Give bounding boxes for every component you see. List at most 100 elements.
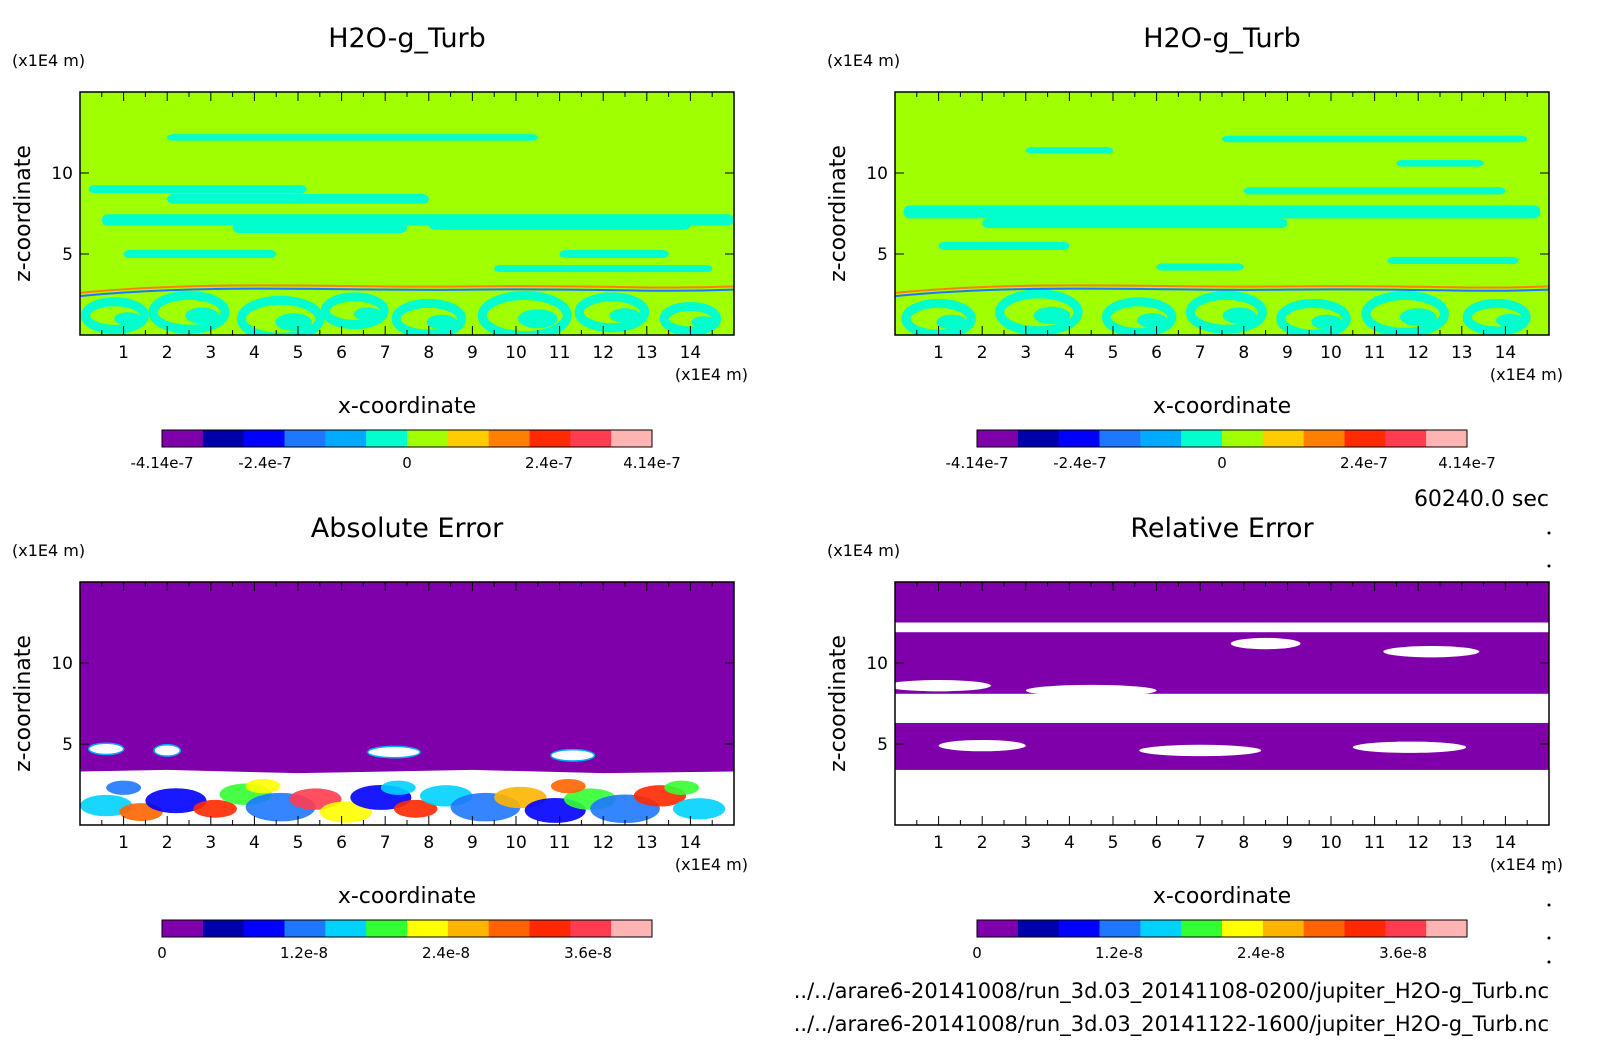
x-tick-label: 6 [336,343,347,363]
colorbar-swatch [162,920,204,937]
anomaly-streak [494,265,713,273]
swirl-core [1496,313,1524,327]
panel-title: H2O-g_Turb [328,23,486,54]
file-path-2: ../../arare6-20141008/run_3d.03_20141122… [794,1012,1549,1037]
colorbar-swatch [284,430,326,447]
error-blob [672,798,726,820]
error-patch [367,745,421,759]
x-tick-label: 3 [1020,343,1031,363]
colorbar-swatch [1426,430,1468,447]
x-tick-label: 13 [1451,833,1473,853]
panel-2: H2O-g_Turb(x1E4 m)1 2 3 4 5 6 7 8 9 10 11 12 13 14510… [826,23,1563,472]
colorbar-swatch [1426,920,1468,937]
colorbar-frame [161,919,653,938]
error-blob [380,780,416,795]
x-tick-label: 9 [1282,343,1293,363]
swirl-mark [148,290,230,334]
colorbar-swatch [1181,430,1223,447]
band-gap [1352,741,1467,753]
colorbar: -4.14e-7 -2.4e-7 0 2.4e-7 4.14e-7 [946,429,1496,472]
colorbar-swatch [1222,920,1264,937]
x-tick-label: 4 [249,343,260,363]
colorbar-swatch [407,430,449,447]
colorbar-swatch [407,920,449,937]
panel-title: Absolute Error [311,513,504,544]
colorbar-swatch [570,430,612,447]
x-tick-label: 13 [1451,343,1473,363]
swirl-mark [1361,290,1449,335]
colorbar: 0 1.2e-8 2.4e-8 3.6e-8 [157,919,653,962]
colorbar-tick-label: 3.6e-8 [564,944,612,962]
panel-title: Relative Error [1130,513,1314,544]
colorbar-swatch [1262,430,1305,447]
colorbar-swatch [977,430,1019,447]
warm-fringe [895,284,1549,294]
swirl-core [936,314,967,330]
colorbar-swatch [447,920,490,937]
x-tick-label: 10 [1320,343,1342,363]
band-gap [1139,744,1262,757]
swirl-core [1033,306,1071,325]
panel-1: H2O-g_Turb(x1E4 m)1 2 3 4 5 6 7 8 9 10 11 12 13 14510… [11,23,748,472]
swirl-core [354,307,382,321]
colorbar-swatch [1017,430,1060,447]
x-tick-label: 10 [1320,833,1342,853]
swirl-mark [995,289,1083,335]
y-axis-label: z-coordinate [11,145,36,282]
x-tick-label: 12 [592,343,614,363]
anomaly-streak [232,223,407,233]
swirl-core [114,312,142,326]
x-tick-label: 9 [1282,833,1293,853]
x-tick-label: 6 [1151,343,1162,363]
x-tick-label: 7 [1195,343,1206,363]
error-patch [550,748,596,762]
x-tick-label: 3 [205,343,216,363]
y-axis-label: z-coordinate [826,145,851,282]
panel-4: Relative Error(x1E4 m)1 2 3 4 5 6 7 8 9 10 11 12 13 1… [826,513,1563,962]
anomaly-streak [1156,263,1244,271]
y-tick-label: 10 [866,164,888,184]
y-unit-label: (x1E4 m) [827,541,900,560]
colorbar-swatch [202,430,245,447]
decor-dot [1547,870,1551,874]
anomaly-streak [1222,135,1528,143]
swirl-mark [236,295,325,335]
x-tick-label: 8 [423,343,434,363]
band-gap [1025,684,1157,697]
plot-area [80,582,734,825]
colorbar-swatch [1344,920,1386,937]
swirl-mark [1185,290,1267,334]
colorbar-swatch [325,920,367,937]
band-gap [938,739,1026,752]
anomaly-streak [903,205,1541,219]
time-label: 60240.0 sec [1414,487,1549,512]
anomaly-streak [982,218,1288,229]
colorbar-tick-label: -4.14e-7 [131,454,194,472]
error-blob [550,778,586,794]
swirl-mark [1462,298,1531,335]
y-tick-label: 10 [866,654,888,674]
colorbar-swatch [488,920,530,937]
y-tick-label: 5 [62,735,73,755]
colorbar-swatch [1058,430,1100,447]
anomaly-streak [167,194,429,204]
x-tick-label: 14 [1495,833,1517,853]
error-blob [106,780,142,795]
anomaly-streak [938,241,1070,250]
error-blob [664,780,700,795]
colorbar-swatch [447,430,490,447]
x-tick-label: 8 [1238,343,1249,363]
error-band [895,632,1549,694]
panel-3: Absolute Error(x1E4 m)1 2 3 4 5 6 7 8 9 10 11 12 13 1… [11,513,748,962]
colorbar-tick-label: 0 [402,454,412,472]
decor-dot [1547,564,1551,568]
error-blob [80,794,133,817]
colorbar-tick-label: 1.2e-8 [280,944,328,962]
anomaly-streak [1025,147,1113,154]
x-axis-label: x-coordinate [1153,394,1291,419]
colorbar-tick-label: 2.4e-7 [525,454,573,472]
band-gap [895,680,991,692]
swirl-mark [80,297,149,334]
x-tick-label: 2 [977,833,988,853]
